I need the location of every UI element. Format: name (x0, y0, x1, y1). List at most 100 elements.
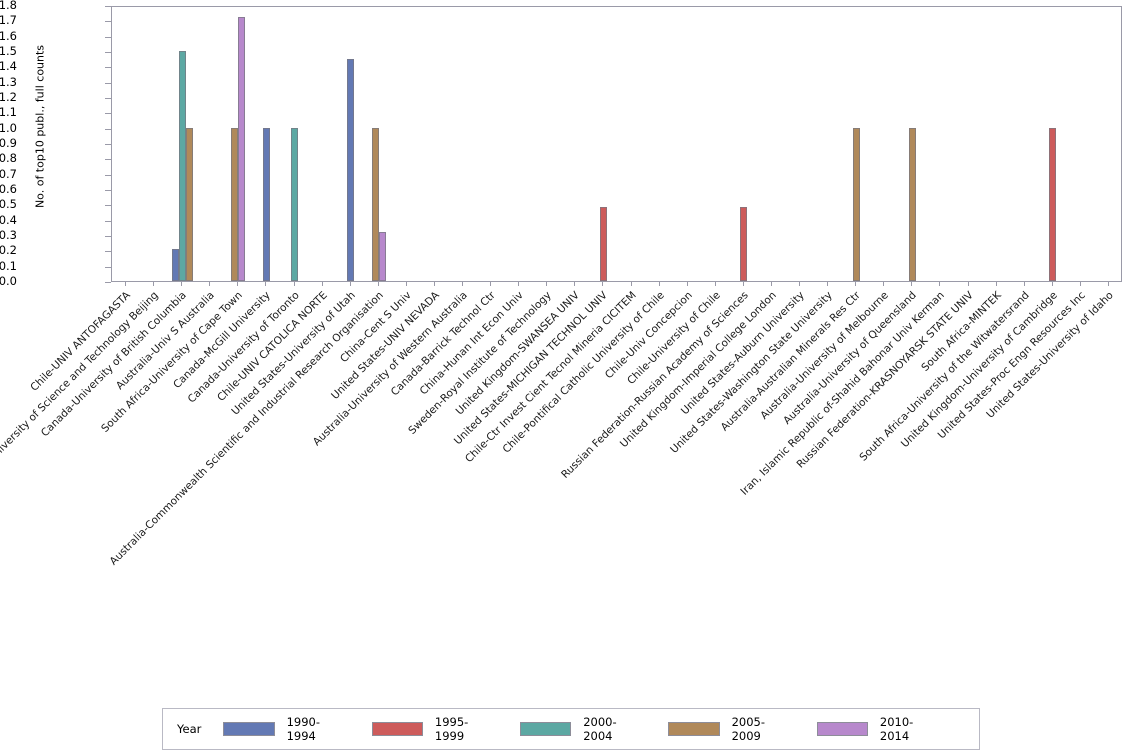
legend-item[interactable]: 2000-2004 (520, 715, 638, 743)
y-tick-mark (105, 144, 111, 145)
x-tick-label: Chile-Ctr Invest Cient Tecnol Mineria CI… (462, 289, 639, 466)
x-tick-mark (686, 282, 688, 286)
x-tick-mark (209, 282, 211, 286)
y-axis-title: No. of top10 publ., full counts (33, 44, 47, 209)
bar (291, 127, 299, 281)
legend-item[interactable]: 2010-2014 (816, 715, 935, 743)
bar (238, 17, 246, 281)
x-tick-label: South Africa-University of Cape Town (99, 289, 246, 435)
x-tick-mark (518, 282, 520, 286)
bar (740, 207, 748, 281)
y-tick-label: 1.6 (0, 28, 17, 43)
y-tick-mark (105, 174, 111, 176)
y-tick-label: 1.0 (0, 120, 17, 135)
x-tick-label: Sweden-Royal Institute of Technology (406, 289, 555, 437)
x-tick-label: United States-MICHIGAN TECHNOL UNIV (452, 289, 611, 448)
x-tick-mark (490, 282, 492, 286)
legend-label: 2010-2014 (879, 715, 914, 743)
y-tick-mark (105, 6, 111, 7)
x-tick-mark (1023, 282, 1025, 286)
y-tick-label: 1.1 (0, 105, 17, 120)
x-tick-mark (321, 282, 323, 286)
plot-area (111, 6, 1122, 282)
y-tick-mark (105, 67, 111, 69)
x-tick-label: United States-University of Utah (229, 289, 358, 418)
x-tick-mark (939, 282, 941, 286)
legend-label: 2000-2004 (583, 715, 617, 743)
x-tick-label: China-University of Science and Technolo… (0, 289, 161, 488)
x-tick-label: South Africa-MINTEK (918, 289, 1004, 374)
bar (171, 248, 179, 281)
y-tick-mark (105, 52, 111, 53)
y-tick-mark (105, 82, 111, 84)
y-tick-label: 0.0 (0, 274, 17, 288)
x-tick-label: Australia-Commonwealth Scientific and In… (107, 289, 386, 568)
x-tick-label: Canada-McGill University (171, 289, 274, 391)
legend-swatch (816, 722, 868, 736)
x-tick-label: United States-University of Idaho (984, 289, 1116, 421)
x-tick-label: Chile-UNIV ANTOFAGASTA (28, 289, 133, 394)
x-tick-label: Chile-Univ Concepcion (602, 289, 695, 382)
legend-items: 1990-1994 1995-1999 2000-2004 2005-2009 2010… (223, 715, 965, 743)
legend-item[interactable]: 2005-2009 (668, 715, 786, 743)
x-tick-mark (462, 282, 464, 286)
x-tick-label: Australia-Univ S Australia (114, 289, 218, 393)
legend-title: Year (177, 722, 202, 736)
legend: Year 1990-1994 1995-1999 2000-2004 2005-200… (162, 708, 980, 750)
bar (262, 127, 270, 281)
y-tick-mark (105, 21, 111, 23)
x-tick-label: United Kingdom-University of Cambridge (898, 289, 1060, 451)
bar (371, 127, 379, 281)
x-tick-label: United Kingdom-SWANSEA UNIV (454, 289, 583, 418)
x-tick-label: United States-Washington State Universit… (668, 289, 835, 456)
y-tick-label: 0.7 (0, 166, 17, 181)
y-tick-mark (105, 251, 111, 253)
y-tick-mark (105, 236, 111, 237)
x-tick-mark (799, 282, 801, 286)
legend-item[interactable]: 1990-1994 (223, 715, 341, 743)
x-tick-mark (1079, 282, 1081, 286)
x-tick-label: United States-Auburn University (678, 289, 807, 418)
bar (378, 231, 386, 281)
x-tick-label: China-Hunan Int Econ Univ (417, 289, 526, 398)
x-tick-mark (1107, 282, 1109, 286)
y-tick-label: 0.5 (0, 197, 17, 212)
x-tick-mark (602, 282, 604, 286)
legend-label: 2005-2009 (731, 715, 765, 743)
x-tick-mark (995, 282, 997, 286)
y-tick-label: 0.6 (0, 182, 17, 196)
x-tick-label: United States-Proc Engn Resources Inc (935, 289, 1088, 442)
x-tick-mark (742, 282, 744, 286)
x-tick-mark (855, 282, 857, 286)
x-tick-label: South Africa-University of the Witwaters… (857, 289, 1032, 464)
bars-container (112, 7, 1121, 281)
bar (185, 127, 193, 281)
legend-label: 1995-1999 (434, 715, 469, 743)
y-tick-mark (105, 220, 111, 222)
legend-item[interactable]: 1995-1999 (371, 715, 490, 743)
y-tick-label: 1.5 (0, 44, 17, 58)
x-tick-label: China-Cent S Univ (337, 289, 414, 366)
legend-swatch (371, 722, 423, 736)
y-tick-label: 0.3 (0, 228, 17, 242)
x-tick-label: Australia-University of Melbourne (758, 289, 892, 422)
y-tick-mark (105, 190, 111, 191)
x-tick-label: Chile-UNIV CATOLICA NORTE (214, 289, 330, 404)
x-tick-label: Russian Federation-KRASNOYARSK STATE UNI… (793, 289, 976, 471)
x-tick-mark (714, 282, 716, 286)
x-tick-label: Chile-Pontifical Catholic University of … (500, 289, 667, 456)
x-tick-mark (770, 282, 772, 286)
x-tick-mark (546, 282, 548, 286)
x-tick-mark (630, 282, 632, 286)
x-tick-label: Iran, Islamic Republic of-Shahid Bahonar… (738, 289, 948, 498)
y-tick-label: 0.8 (0, 151, 17, 166)
x-tick-mark (1051, 282, 1053, 286)
legend-swatch (223, 722, 275, 736)
y-tick-label: 0.1 (0, 258, 17, 273)
bar (908, 127, 916, 281)
x-tick-mark (265, 282, 267, 286)
y-tick-label: 1.3 (0, 74, 17, 89)
bar (1049, 127, 1057, 281)
x-tick-label: Canada-University of Toronto (185, 289, 302, 406)
